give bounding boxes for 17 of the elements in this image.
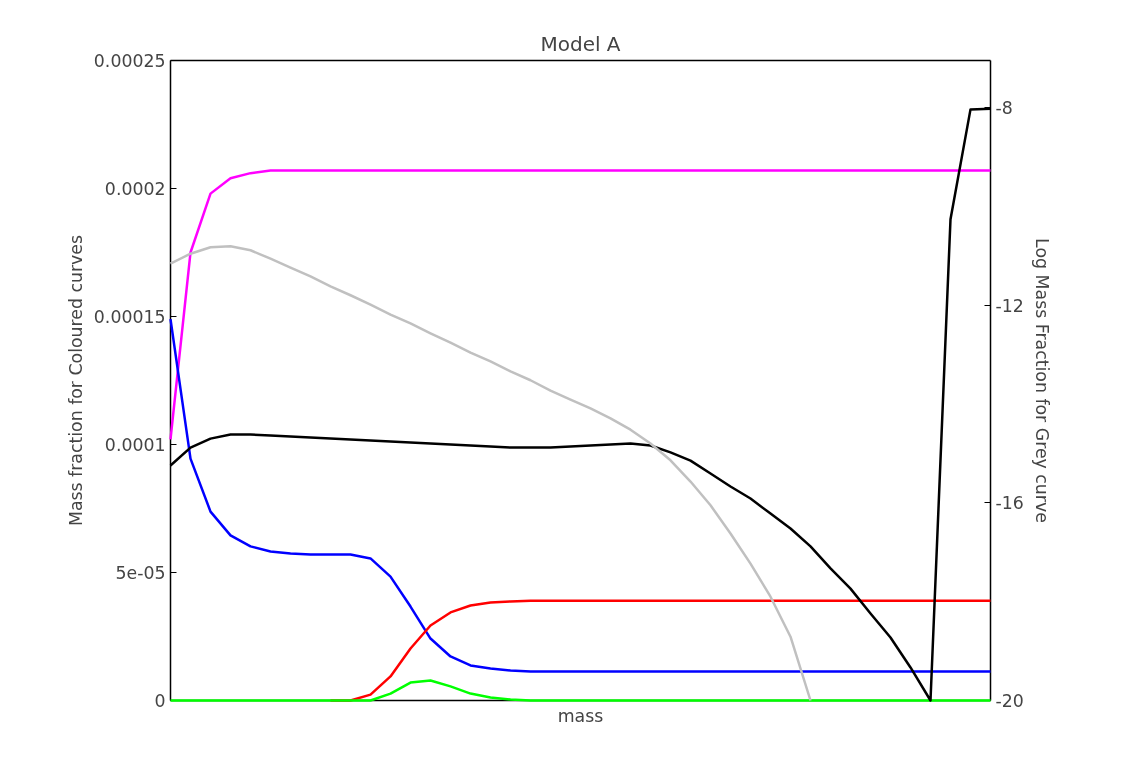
y-tick-label: 0.0001 [104, 435, 166, 455]
y-axis-title: Mass fraction for Coloured curves [65, 234, 86, 527]
y-tick-label: 5e-05 [115, 563, 166, 583]
y2-tick-label: -16 [995, 493, 1024, 514]
y2-tick-label: -8 [995, 97, 1013, 118]
y2-tick-label: -12 [995, 295, 1024, 316]
line-series [169, 317, 992, 673]
y-tick-label: 0.0002 [104, 179, 166, 199]
y2-axis-title: Log Mass Fraction for Grey curve [1031, 238, 1052, 523]
y-tick-label: 0.00015 [93, 307, 166, 327]
y2-tick-label: -20 [995, 691, 1024, 711]
y-tick-label: 0.00025 [93, 51, 166, 71]
line-series [169, 245, 812, 702]
x-axis-title: mass [557, 705, 604, 726]
y-tick-label: 0 [154, 691, 166, 711]
chart-title: Model A [540, 31, 621, 56]
line-series [169, 169, 992, 441]
